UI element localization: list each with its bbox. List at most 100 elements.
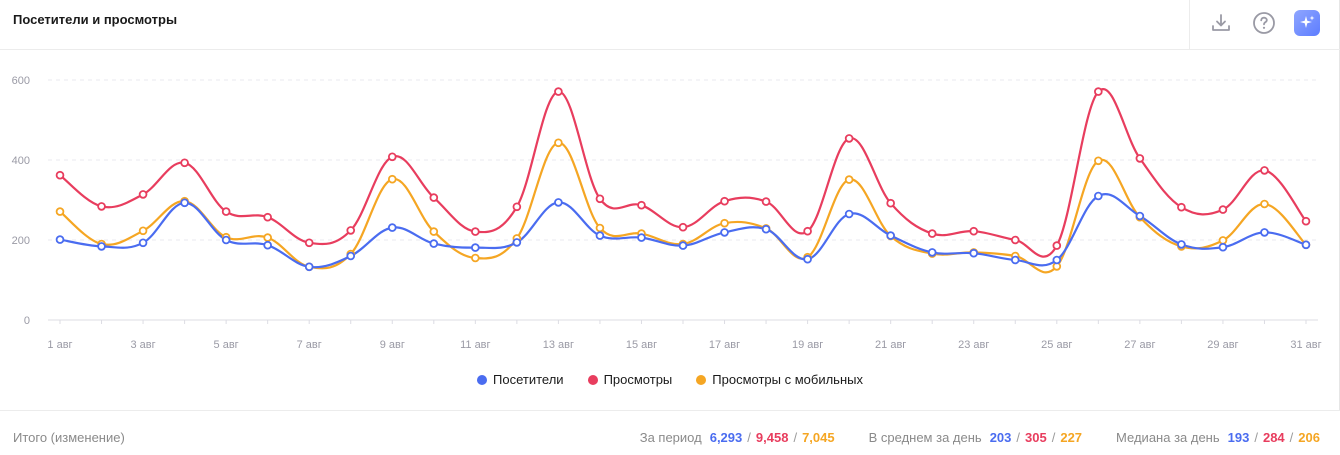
data-point-views (1010, 235, 1020, 245)
data-point-views (803, 226, 812, 236)
x-tick-label: 17 авг (709, 339, 740, 351)
data-point-views (1218, 205, 1228, 214)
x-tick-label: 3 авг (130, 339, 155, 351)
x-tick-label: 7 авг (297, 339, 322, 351)
legend-dot-visitors (477, 374, 488, 385)
data-point-visitors (844, 209, 854, 219)
x-tick-label: 13 авг (543, 339, 574, 351)
legend-label-mobile: Просмотры с мобильных (712, 372, 863, 387)
data-point-visitors (138, 238, 148, 248)
summary-footer: Итого (изменение) За период 6,293 / 9,458 / 7… (0, 410, 1340, 455)
data-point-visitors (927, 248, 937, 257)
download-icon (1212, 14, 1230, 31)
data-point-visitors (1260, 228, 1269, 237)
data-point-visitors (55, 235, 65, 244)
data-point-mobile (263, 233, 272, 242)
data-point-visitors (720, 228, 729, 237)
data-point-views (97, 202, 106, 211)
data-point-visitors (221, 235, 231, 245)
data-point-views (387, 152, 397, 162)
data-point-views (637, 200, 646, 210)
x-tick-label: 5 авг (214, 339, 239, 351)
data-point-mobile (55, 207, 65, 216)
data-point-views (554, 87, 563, 96)
summary-stats: За период 6,293 / 9,458 / 7,045 В среднем за … (640, 430, 1320, 445)
chart-legend: Посетители Просмотры Просмотры с мобильн… (0, 372, 1340, 387)
separator: / (1016, 430, 1021, 445)
stat-average-label: В среднем за день (868, 430, 982, 445)
x-tick-label: 1 авг (47, 339, 72, 351)
data-point-visitors (1177, 240, 1186, 249)
ai-assistant-button[interactable] (1292, 8, 1322, 38)
legend-label-visitors: Посетители (493, 372, 564, 387)
x-tick-label: 21 авг (875, 339, 906, 351)
stat-average-mobile: 227 (1060, 430, 1083, 445)
download-button[interactable] (1206, 8, 1236, 38)
y-tick-label: 200 (12, 235, 30, 247)
separator: / (747, 430, 751, 445)
data-point-views (180, 158, 189, 168)
x-tick-label: 9 авг (380, 339, 405, 351)
stat-median-visitors: 193 (1227, 430, 1250, 445)
legend-item-views[interactable]: Просмотры (587, 372, 673, 387)
separator: / (1289, 430, 1294, 445)
separator: / (1051, 430, 1056, 445)
stat-period-label: За период (639, 430, 702, 445)
stat-period-views: 9,458 (755, 430, 789, 445)
data-point-visitors (637, 233, 646, 242)
x-tick-label: 19 авг (792, 339, 823, 351)
series-line-views (59, 88, 1307, 258)
data-point-views (595, 194, 605, 204)
legend-item-visitors[interactable]: Посетители (477, 372, 564, 387)
data-point-views (969, 226, 979, 236)
stat-average-visitors: 203 (989, 430, 1012, 445)
data-point-visitors (471, 243, 480, 252)
stat-median-label: Медиана за день (1116, 430, 1220, 445)
x-tick-label: 27 авг (1124, 339, 1155, 351)
stat-period-mobile: 7,045 (802, 430, 835, 445)
x-tick-label: 25 авг (1041, 339, 1072, 351)
data-point-visitors (761, 224, 771, 234)
data-point-views (1260, 166, 1269, 175)
data-point-views (512, 202, 522, 212)
totals-label: Итого (изменение) (13, 430, 125, 445)
stat-average: В среднем за день 203 / 305 / 227 (869, 430, 1082, 445)
data-point-visitors (678, 241, 688, 250)
data-point-visitors (1052, 255, 1062, 265)
legend-item-mobile[interactable]: Просмотры с мобильных (696, 372, 863, 387)
data-point-visitors (1135, 211, 1145, 221)
stat-median-views: 284 (1262, 430, 1285, 445)
data-point-visitors (304, 262, 314, 272)
data-point-visitors (1094, 191, 1103, 201)
x-tick-label: 29 авг (1207, 339, 1238, 351)
stat-period-visitors: 6,293 (709, 430, 743, 445)
data-point-mobile (1094, 156, 1103, 166)
panel-title: Посетители и просмотры (13, 12, 178, 27)
legend-label-views: Просмотры (603, 372, 673, 387)
y-tick-label: 600 (12, 75, 30, 87)
toolbar (1189, 0, 1340, 49)
data-point-visitors (969, 248, 979, 258)
x-tick-label: 11 авг (460, 339, 490, 351)
data-point-views (346, 226, 356, 235)
stat-median-mobile: 206 (1298, 430, 1320, 445)
line-chart: 0 200 400 600 1 авг 3 авг 5 авг 7 авг 9 авг 11 ав… (0, 55, 1340, 355)
data-point-views (886, 198, 895, 208)
data-point-views (761, 197, 771, 206)
data-point-views (55, 170, 65, 180)
chart-canvas: 0 200 400 600 1 авг 3 авг 5 авг 7 авг 9 авг 11 ав… (12, 75, 1322, 351)
data-point-visitors (512, 238, 522, 247)
sparkle-icon (1294, 10, 1320, 36)
data-point-mobile (429, 227, 439, 236)
data-point-mobile (595, 223, 605, 233)
data-point-views (1135, 154, 1145, 163)
stat-median: Медиана за день 193 / 284 / 206 (1116, 430, 1320, 445)
x-tick-label: 23 авг (958, 339, 989, 351)
data-point-views (304, 238, 314, 248)
data-point-visitors (595, 231, 605, 240)
separator: / (793, 430, 798, 445)
data-point-mobile (471, 253, 480, 263)
data-point-views (471, 227, 480, 236)
help-button[interactable] (1249, 8, 1279, 38)
